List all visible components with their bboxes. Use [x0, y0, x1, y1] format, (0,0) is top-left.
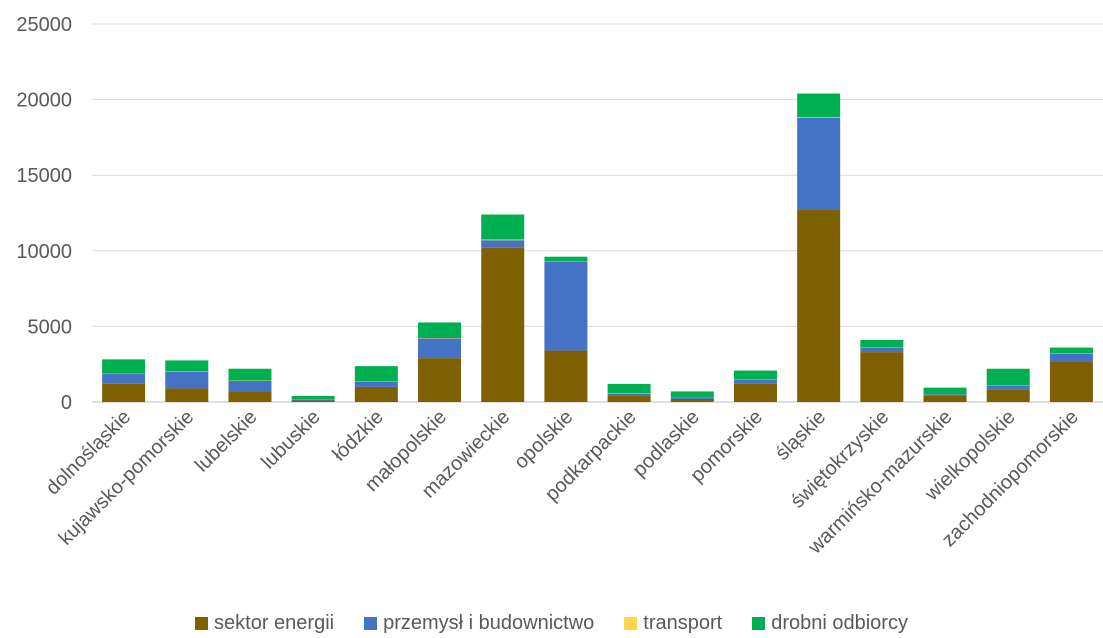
legend-item: drobni odbiorcy: [752, 612, 908, 635]
bar-segment: [607, 383, 651, 394]
bar-segment: [670, 391, 714, 398]
bar-segment: [607, 395, 651, 402]
bar-segment: [1049, 347, 1093, 354]
bar-segment: [986, 368, 1030, 386]
bar-segment: [165, 388, 209, 402]
bars: [102, 93, 1093, 402]
legend-item: sektor energii: [195, 612, 334, 635]
bar-segment: [733, 370, 777, 380]
bar-segment: [291, 400, 335, 402]
bar-segment: [733, 379, 777, 384]
y-tick-label: 0: [61, 392, 72, 414]
bar-segment: [102, 383, 146, 402]
bar-segment: [418, 338, 462, 359]
y-tick-label: 5000: [28, 316, 73, 338]
bar-segment: [986, 385, 1030, 390]
bar-segment: [165, 371, 209, 389]
x-tick-label: łódzkie: [328, 406, 388, 466]
legend-label: przemysł i budownictwo: [383, 612, 595, 634]
y-tick-label: 20000: [16, 90, 72, 112]
bar-segment: [923, 395, 967, 402]
chart-plot: 0 5000 10000 15000 20000 25000 dolnośląskieku…: [16, 14, 1103, 559]
bar-segment: [544, 261, 588, 351]
bar-segment: [418, 322, 462, 339]
bar-segment: [986, 389, 1030, 402]
legend-item: przemysł i budownictwo: [364, 612, 594, 635]
gridlines: [92, 23, 1103, 403]
bar-segment: [544, 350, 588, 402]
bar-segment: [354, 366, 398, 382]
bar-segment: [923, 394, 967, 396]
y-axis-ticks: 0 5000 10000 15000 20000 25000: [16, 14, 72, 414]
x-tick-label: śląskie: [771, 406, 830, 465]
bar-segment: [228, 368, 272, 381]
legend-swatch: [624, 617, 638, 630]
bar-segment: [291, 395, 335, 400]
bar-segment: [797, 117, 841, 210]
x-axis-ticks: dolnośląskiekujawsko-pomorskielubelskiel…: [42, 406, 1083, 559]
bar-segment: [1049, 361, 1093, 402]
y-tick-label: 10000: [16, 241, 72, 263]
bar-segment: [670, 398, 714, 402]
legend-label: drobni odbiorcy: [771, 612, 908, 634]
bar-segment: [354, 381, 398, 387]
bar-segment: [102, 374, 146, 384]
bar-segment: [291, 399, 335, 401]
bar-segment: [102, 359, 146, 374]
bar-segment: [544, 256, 588, 262]
bar-segment: [670, 397, 714, 399]
bar-segment: [860, 340, 904, 348]
legend: sektor energii przemysł i budownictwo tran…: [0, 612, 1103, 635]
bar-segment: [228, 391, 272, 402]
x-tick-label: lubuskie: [257, 406, 324, 473]
y-tick-label: 15000: [16, 165, 72, 187]
bar-segment: [481, 247, 525, 402]
bar-segment: [481, 214, 525, 240]
bar-segment: [923, 387, 967, 395]
bar-segment: [860, 347, 904, 353]
legend-item: transport: [624, 612, 722, 635]
bar-segment: [165, 360, 209, 372]
bar-segment: [797, 209, 841, 402]
bar-segment: [860, 352, 904, 402]
legend-label: transport: [643, 612, 723, 634]
bar-segment: [607, 393, 651, 396]
bar-segment: [418, 358, 462, 402]
bar-segment: [481, 240, 525, 248]
legend-swatch: [752, 617, 766, 630]
bar-segment: [228, 380, 272, 392]
bar-segment: [481, 239, 525, 241]
bar-segment: [797, 93, 841, 118]
x-tick-label: lubelskie: [191, 406, 262, 477]
bar-segment: [1049, 353, 1093, 362]
legend-swatch: [195, 617, 209, 630]
legend-swatch: [364, 617, 378, 630]
legend-label: sektor energii: [214, 612, 335, 634]
y-tick-label: 25000: [16, 14, 72, 36]
bar-segment: [354, 386, 398, 402]
bar-segment: [733, 383, 777, 402]
